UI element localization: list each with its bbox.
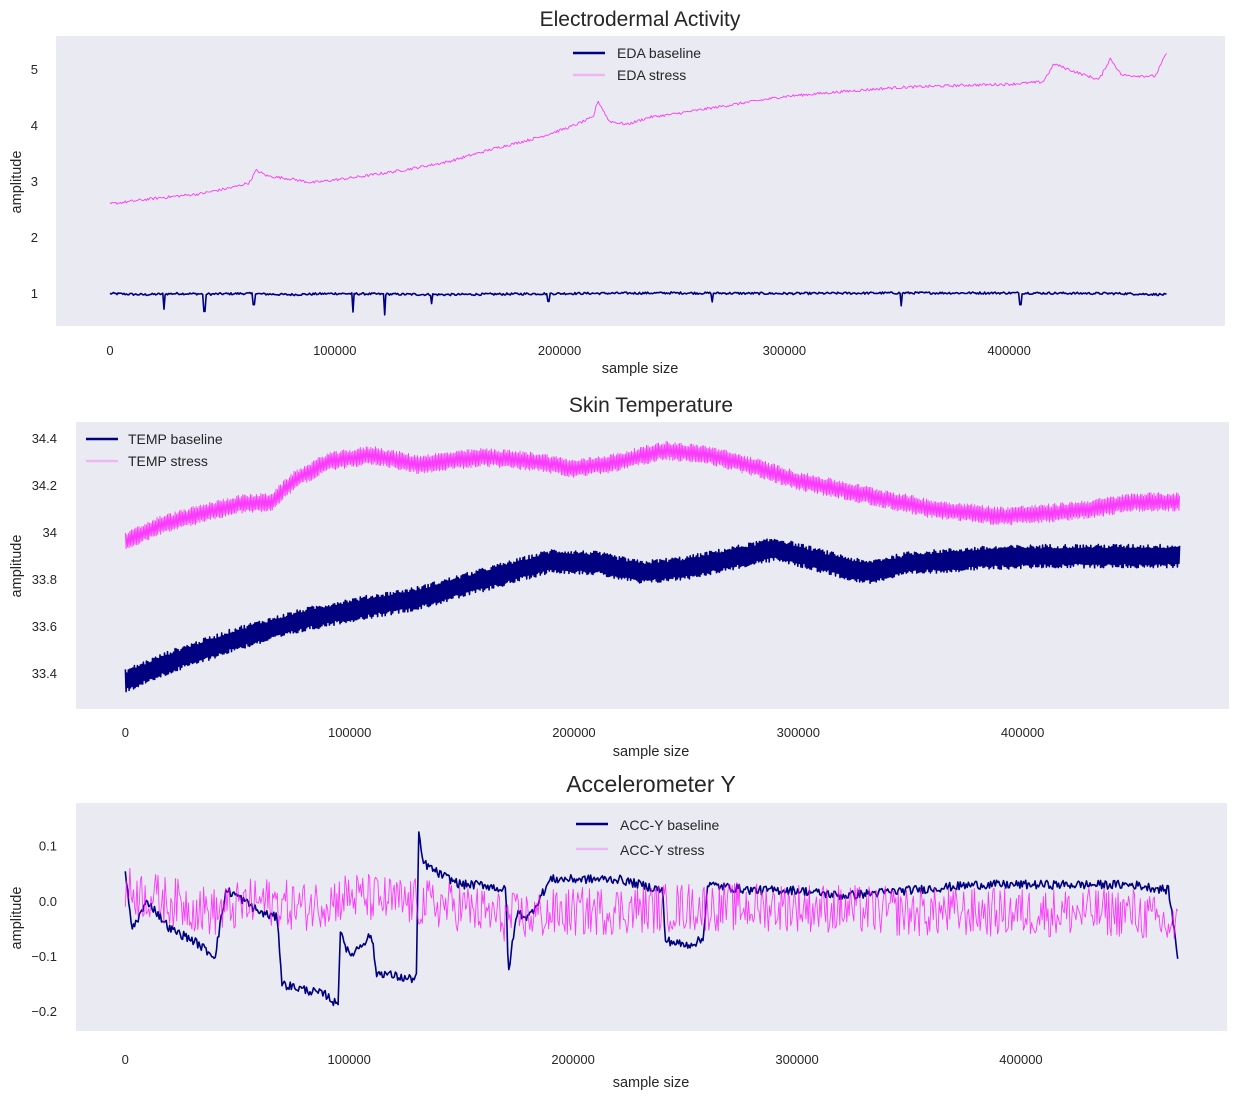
series-group [124,831,1179,1007]
chart-temp: Skin Temperature 0 100000 200000 300000 4000… [9,394,1229,760]
series-line-baseline [124,538,1181,693]
y-tick-label: 1 [31,286,38,301]
x-tick-label: 400000 [1001,725,1044,740]
tick-labels: 0 100000 200000 300000 400000 1 2 3 4 5 [31,62,1031,358]
y-tick-label: 33.8 [32,572,57,587]
y-tick-label: 34.4 [32,431,57,446]
y-axis-label: amplitude [9,887,25,950]
series-line-baseline [109,291,1167,316]
x-tick-label: 400000 [987,343,1030,358]
y-tick-label: 34 [43,525,57,540]
y-tick-label: 33.4 [32,666,57,681]
x-tick-label: 300000 [777,725,820,740]
legend-label: TEMP stress [128,453,208,469]
legend-label: ACC-Y baseline [620,817,720,833]
chart-title: Accelerometer Y [566,771,736,797]
series-line-stress [109,53,1167,205]
y-tick-label: 0.0 [39,894,57,909]
y-axis-label: amplitude [9,151,25,214]
chart-title: Skin Temperature [569,394,733,417]
legend: ACC-Y baseline ACC-Y stress [576,817,720,858]
series-line-stress [124,440,1181,550]
x-tick-label: 100000 [313,343,356,358]
y-tick-label: −0.1 [31,949,57,964]
x-tick-label: 400000 [999,1052,1042,1067]
series-line-stress [124,867,1179,942]
x-tick-label: 100000 [327,1052,370,1067]
x-tick-label: 200000 [538,343,581,358]
legend-label: EDA baseline [617,45,701,61]
tick-labels: 0 100000 200000 300000 400000 0.1 0.0 −0.1 −0.2 [31,839,1042,1067]
y-tick-label: 4 [31,118,38,133]
x-tick-label: 0 [122,725,129,740]
x-tick-label: 300000 [775,1052,818,1067]
legend: TEMP baseline TEMP stress [86,431,223,469]
plot-area [56,36,1225,326]
chart-acc-y: Accelerometer Y 0 100000 200000 300000 40000… [9,771,1227,1091]
legend-label: TEMP baseline [128,431,223,447]
y-tick-label: 0.1 [39,839,57,854]
y-axis-label: amplitude [9,535,25,598]
x-tick-label: 0 [122,1052,129,1067]
y-tick-label: 5 [31,62,38,77]
series-group [124,440,1181,693]
y-tick-label: 34.2 [32,478,57,493]
y-tick-label: 33.6 [32,619,57,634]
chart-title: Electrodermal Activity [540,8,741,31]
x-tick-label: 200000 [552,725,595,740]
plot-area [76,803,1227,1031]
x-axis-label: sample size [613,744,690,760]
y-tick-label: −0.2 [31,1004,57,1019]
x-axis-label: sample size [602,361,679,377]
legend-label: ACC-Y stress [620,842,705,858]
x-axis-label: sample size [613,1075,690,1091]
legend-label: EDA stress [617,67,686,83]
legend: EDA baseline EDA stress [573,45,701,83]
series-group [109,53,1167,316]
y-tick-label: 2 [31,230,38,245]
chart-eda: Electrodermal Activity 0 100000 200000 3000… [9,8,1225,377]
x-tick-label: 0 [106,343,113,358]
y-tick-label: 3 [31,174,38,189]
x-tick-label: 200000 [551,1052,594,1067]
x-tick-label: 100000 [328,725,371,740]
tick-labels: 0 100000 200000 300000 400000 33.4 33.6 33.8 34 3… [32,431,1045,740]
x-tick-label: 300000 [763,343,806,358]
